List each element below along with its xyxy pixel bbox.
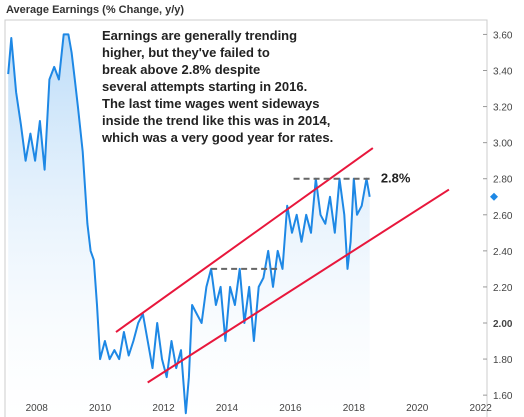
series-layer: [7, 33, 371, 415]
last-value-marker: [490, 192, 498, 201]
y-tick-label: 3.20: [493, 103, 513, 114]
annotation-line: inside the trend like this was in 2014,: [102, 113, 330, 128]
annotation-line: which was a very good year for rates.: [101, 130, 333, 145]
plot-frame: [4, 19, 488, 417]
y-tick-label: 2.00: [493, 319, 513, 330]
annotation-line: The last time wages went sideways: [102, 96, 319, 111]
x-tick-label: 2016: [279, 403, 302, 414]
y-tick-label: 2.60: [493, 211, 513, 222]
annotation: Earnings are generally trending higher, b…: [101, 28, 333, 145]
trend-line-lower: [147, 188, 450, 384]
annotation-line: Earnings are generally trending: [102, 28, 297, 43]
y-tick-label: 1.60: [493, 391, 513, 402]
x-tick-label: 2020: [406, 403, 429, 414]
x-tick-label: 2022: [470, 403, 493, 414]
overlay-layer: 2.8%: [115, 147, 450, 384]
annotation-line: break above 2.8% despite: [102, 62, 260, 77]
x-tick-label: 2008: [26, 403, 49, 414]
x-tick-label: 2018: [343, 403, 366, 414]
y-tick-label: 1.80: [493, 355, 513, 366]
y-tick-label: 3.00: [493, 139, 513, 150]
annotation-line: higher, but they've failed to: [102, 45, 270, 60]
area-layer: [8, 34, 370, 417]
x-tick-label: 2012: [152, 403, 175, 414]
y-tick-label: 2.40: [493, 247, 513, 258]
x-tick-label: 2010: [89, 403, 112, 414]
series-area: [8, 34, 370, 417]
y-tick-label: 3.40: [493, 67, 513, 78]
y-tick-label: 3.60: [493, 30, 513, 41]
y-tick-label: 2.20: [493, 283, 513, 294]
y-tick-label: 2.80: [493, 175, 513, 186]
chart-title: Average Earnings (% Change, y/y): [6, 4, 184, 16]
series-line: [7, 33, 371, 415]
reference-label: 2.8%: [381, 171, 411, 186]
trend-line-upper: [115, 147, 374, 333]
x-tick-label: 2014: [216, 403, 239, 414]
axis-layer: 1.60 1.80 2.00 2.20 2.40 2.60 2.80 3.00 3.20 3.40…: [26, 30, 513, 414]
annotation-line: several attempts starting in 2016.: [102, 79, 307, 94]
